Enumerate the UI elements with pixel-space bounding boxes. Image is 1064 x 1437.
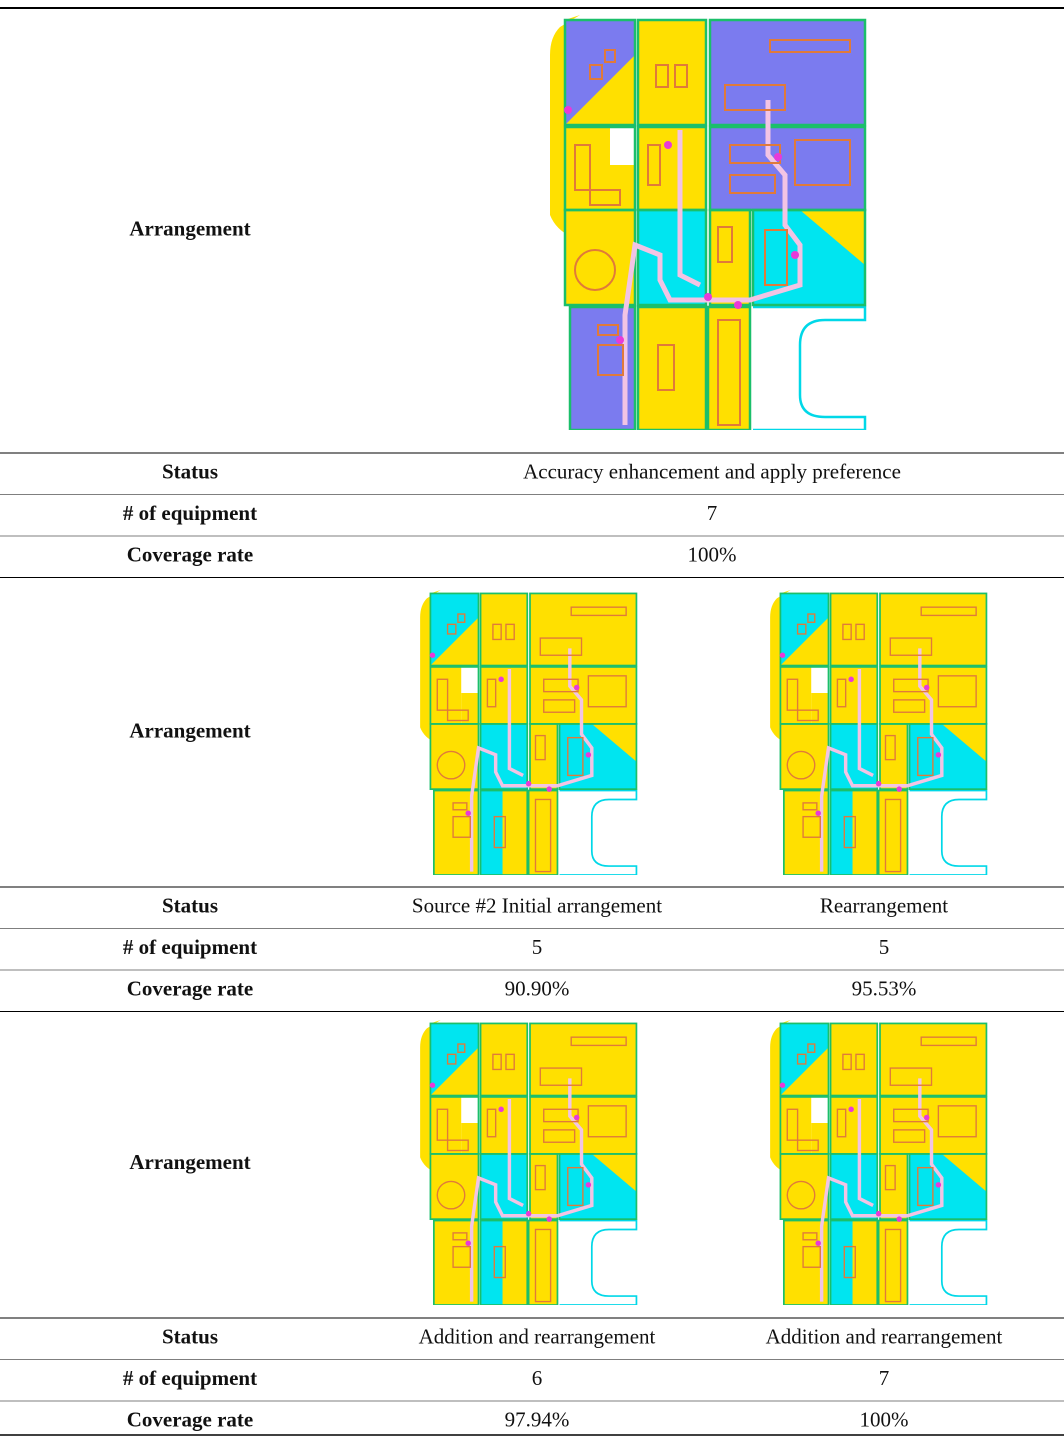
table-body: Arrangement Status Accuracy enhancement an… (0, 15, 1064, 1436)
row-label: Arrangement (129, 718, 250, 742)
floor-plan (418, 590, 639, 875)
cell-value: 5 (879, 935, 890, 959)
row-label: # of equipment (123, 1366, 257, 1390)
floor-plan (418, 1020, 639, 1305)
row-label: Status (162, 1325, 218, 1349)
cell-value: Rearrangement (820, 894, 948, 918)
cell-value: Source #2 Initial arrangement (412, 894, 662, 918)
row-label: # of equipment (123, 501, 257, 525)
cell-value: Accuracy enhancement and apply preferenc… (523, 460, 901, 484)
floor-plan (768, 590, 989, 875)
cell-value: Addition and rearrangement (766, 1325, 1003, 1349)
floor-plan (550, 15, 865, 430)
cell-value: 5 (532, 935, 543, 959)
cell-value: 90.90% (505, 977, 570, 1001)
row-label: Status (162, 894, 218, 918)
row-label: Coverage rate (127, 543, 254, 567)
row-label: Coverage rate (127, 1408, 254, 1432)
cell-value: 7 (879, 1366, 890, 1390)
cell-value: 100% (860, 1408, 909, 1432)
row-label: # of equipment (123, 935, 257, 959)
cell-value: 6 (532, 1366, 543, 1390)
row-label: Arrangement (129, 216, 250, 240)
cell-value: 97.94% (505, 1408, 570, 1432)
row-label: Arrangement (129, 1150, 250, 1174)
floor-plan (768, 1020, 989, 1305)
cell-value: Addition and rearrangement (419, 1325, 656, 1349)
row-label: Coverage rate (127, 977, 254, 1001)
row-label: Status (162, 460, 218, 484)
cell-value: 7 (707, 501, 718, 525)
cell-value: 100% (688, 543, 737, 567)
cell-value: 95.53% (852, 977, 917, 1001)
